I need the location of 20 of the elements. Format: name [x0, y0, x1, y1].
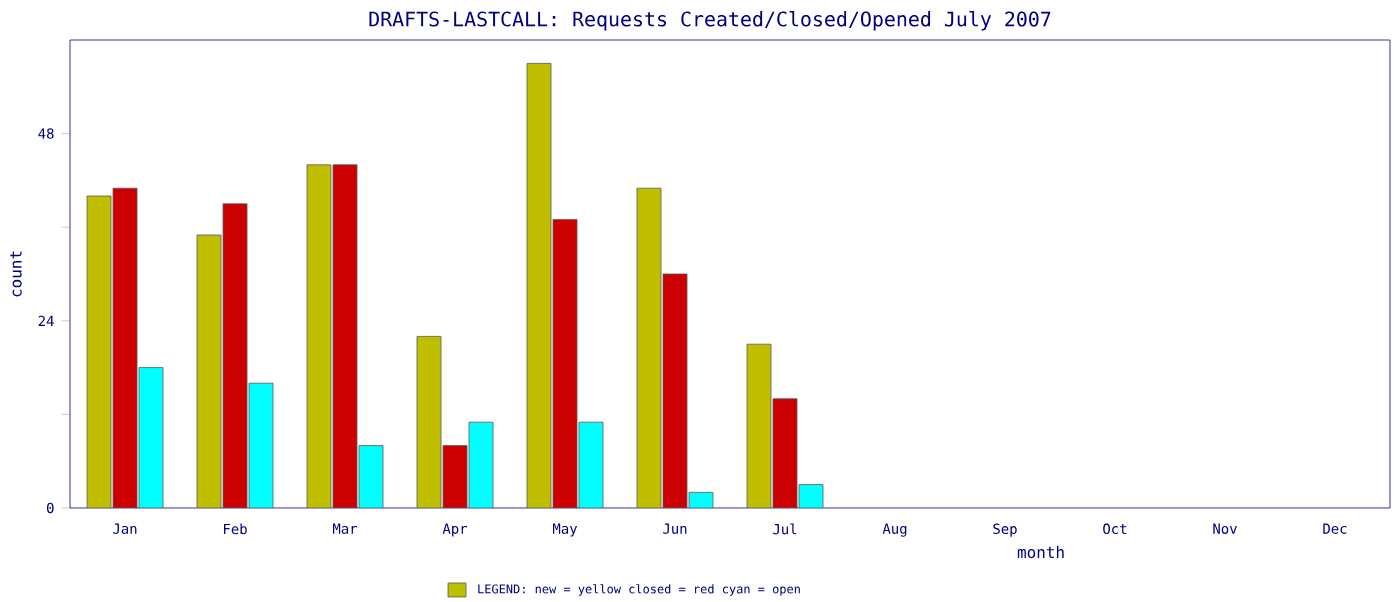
bar [248, 382, 274, 508]
bar [332, 164, 358, 508]
bar [578, 421, 604, 508]
bar [772, 398, 798, 508]
chart-title: DRAFTS-LASTCALL: Requests Created/Closed/Opened July 2007 [369, 10, 1051, 31]
bar [86, 195, 112, 508]
bar [662, 273, 688, 508]
bar [552, 218, 578, 508]
bar [138, 366, 164, 508]
bar [526, 62, 552, 508]
bar [746, 343, 772, 508]
bar [442, 444, 468, 508]
bar [468, 421, 494, 508]
bar [306, 164, 332, 508]
bar [416, 335, 442, 508]
bar [112, 187, 138, 508]
bar [636, 187, 662, 508]
bar [358, 444, 384, 508]
bar [196, 234, 222, 508]
bar [222, 203, 248, 508]
